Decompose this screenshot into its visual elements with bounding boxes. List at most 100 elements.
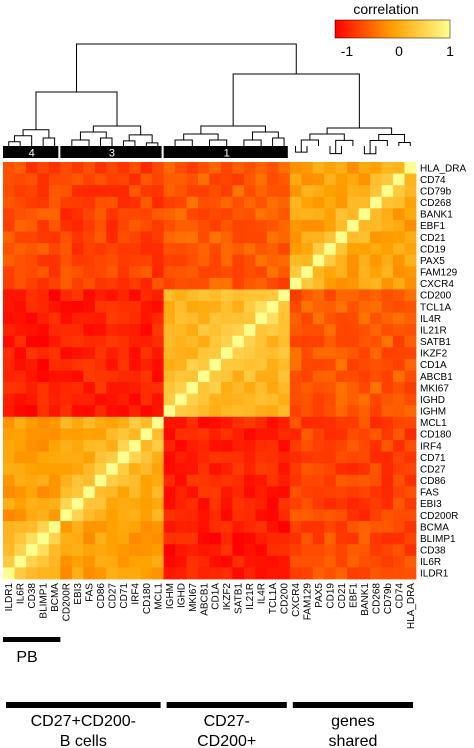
heatmap-cell [186,358,199,371]
heatmap-cell [335,358,348,371]
heatmap-cell [255,567,268,580]
heatmap-cell [381,486,394,499]
heatmap-cell [278,358,291,371]
heatmap-cell [3,463,15,476]
heatmap-cell [94,393,107,406]
heatmap-cell [60,254,73,267]
heatmap-cell [71,185,84,198]
heatmap-cell [358,486,371,499]
row-label: PAX5 [420,256,445,267]
heatmap-cell [278,555,291,568]
heatmap-cell [152,254,165,267]
heatmap-cell [289,266,302,279]
heatmap-cell [255,521,268,534]
heatmap-cell [243,428,256,441]
heatmap-cell [289,393,302,406]
heatmap-cell [255,277,268,290]
heatmap-cell [232,416,245,429]
heatmap-cell [48,509,61,522]
heatmap-cell [255,463,268,476]
heatmap-cell [289,347,302,360]
heatmap-cell [312,521,325,534]
heatmap-cell [404,196,417,209]
heatmap-cell [370,289,382,302]
heatmap-cell [324,486,337,499]
heatmap-cell [175,219,187,232]
heatmap-cell [266,347,279,360]
heatmap-cell [278,486,291,499]
heatmap-cell [94,277,107,290]
heatmap-cell [209,532,222,545]
heatmap-cell [94,544,107,557]
heatmap-cell [37,382,50,395]
heatmap-cell [220,185,233,198]
heatmap-cell [370,301,382,313]
heatmap-cell [83,231,96,244]
heatmap-cell [301,243,314,256]
heatmap-cell [175,243,187,256]
heatmap-cell [37,266,50,279]
legend-tick-mid: 0 [395,43,403,59]
heatmap-cell [243,382,256,395]
heatmap-cell [129,312,142,325]
heatmap-cell [60,185,73,198]
heatmap-cell [48,428,61,441]
heatmap-cell [393,266,405,279]
row-label: ILDR1 [420,569,449,580]
heatmap-cell [232,358,245,371]
heatmap-cell [370,277,382,290]
heatmap-cell [140,301,153,313]
heatmap-cell [175,532,187,545]
heatmap-cell [3,497,15,510]
heatmap-cell [152,440,165,452]
heatmap-cell [312,335,325,348]
heatmap-cell [94,254,107,267]
heatmap-cell [232,219,245,232]
heatmap-cell [37,497,50,510]
heatmap-cell [370,532,382,545]
heatmap-cell [232,324,245,337]
heatmap-cell [71,266,84,279]
heatmap-cell [175,555,187,568]
heatmap-cell [381,393,394,406]
heatmap-cell [129,219,142,232]
heatmap-cell [60,567,73,580]
heatmap-cell [94,509,107,522]
heatmap-cell [48,301,61,313]
heatmap-cell [106,393,119,406]
row-label: IL6R [420,557,441,568]
heatmap-cell [83,173,96,186]
heatmap-cell [175,301,187,313]
heatmap-cell [48,567,61,580]
group-bar [292,702,413,708]
heatmap-cell [198,532,210,545]
heatmap-cell [255,208,268,221]
group-label: CD27- [204,713,250,730]
heatmap-cell [163,486,176,499]
heatmap-cell [186,254,199,267]
heatmap-cell [255,219,268,232]
heatmap-cell [163,393,176,406]
heatmap-cell [324,428,337,441]
row-label: CD71 [420,453,446,464]
heatmap-cell [209,509,222,522]
heatmap-cell [393,555,405,568]
heatmap-cell [335,208,348,221]
heatmap-cell [152,497,165,510]
heatmap-cell [370,440,382,452]
heatmap-cell [140,509,153,522]
dendrogram-branch [100,137,113,146]
heatmap-cell [220,162,233,174]
heatmap-cell [71,382,84,395]
heatmap-cell [94,324,107,337]
heatmap-cell [175,451,187,464]
heatmap-cell [358,474,371,487]
heatmap-cell [83,463,96,476]
heatmap-cell [60,382,73,395]
heatmap-cell [163,312,176,325]
heatmap-cell [14,497,27,510]
heatmap-cell [14,289,27,302]
heatmap-cell [163,243,176,256]
heatmap-cell [14,185,27,198]
heatmap-cell [347,208,360,221]
